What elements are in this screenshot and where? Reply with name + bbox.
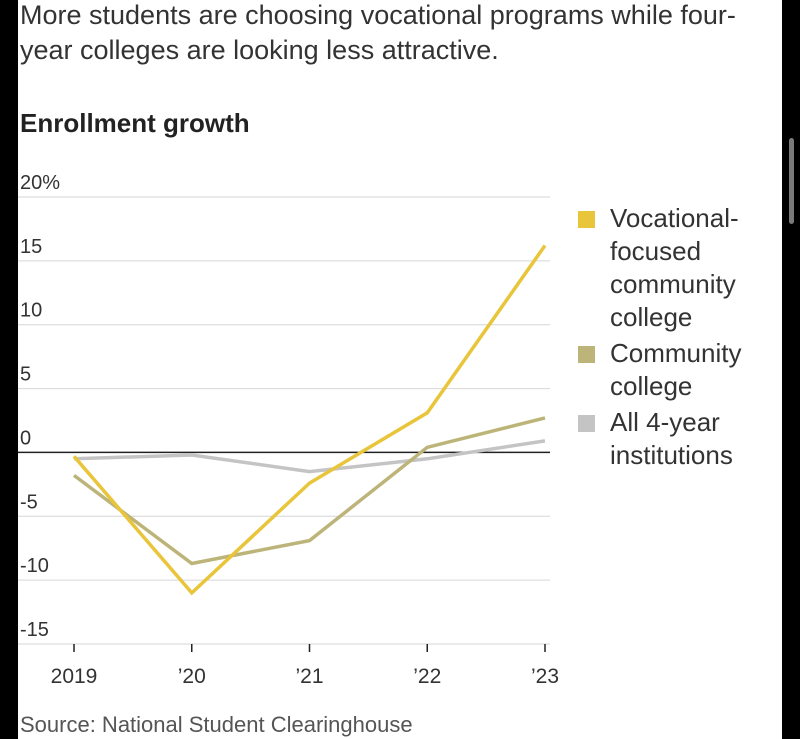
legend-swatch-community-college: [578, 346, 595, 363]
x-tick-label: ’20: [178, 665, 206, 688]
chart-subtitle: More students are choosing vocational pr…: [20, 0, 736, 65]
chart-page: More students are choosing vocational pr…: [18, 0, 782, 739]
y-tick-label: 0: [20, 427, 31, 449]
chart-legend: Vocational-focused community college Com…: [578, 202, 778, 475]
y-tick-label: 10: [20, 300, 42, 322]
legend-swatch-four-year: [578, 415, 595, 432]
series-line-all-4-year-institutions: [73, 439, 546, 474]
y-tick-label: -10: [20, 555, 49, 577]
legend-label-community-college: Community college: [610, 338, 742, 401]
source-note: Source: National Student Clearinghouse: [20, 712, 413, 737]
grid-layer: [18, 196, 550, 645]
y-tick-label: 15: [20, 236, 42, 258]
legend-item-community-college: Community college: [578, 337, 778, 403]
chart-title: Enrollment growth: [20, 108, 250, 138]
y-tick-label: -15: [20, 619, 49, 641]
x-tick-label: ’22: [413, 665, 441, 688]
scrollbar[interactable]: [789, 138, 794, 224]
legend-item-four-year: All 4-year institutions: [578, 406, 778, 472]
x-tick-label: 2019: [51, 665, 98, 688]
series-layer: [72, 244, 547, 596]
series-line-community-college: [72, 416, 546, 566]
legend-label-vocational: Vocational-focused community college: [610, 203, 739, 332]
x-tick-label: ’23: [531, 665, 559, 688]
y-tick-label: 5: [20, 364, 31, 386]
y-tick-label: 20%: [20, 172, 60, 194]
y-tick-label: -5: [20, 491, 38, 513]
series-line-vocational-focused-community-college: [72, 244, 547, 596]
legend-label-four-year: All 4-year institutions: [610, 407, 733, 470]
x-tick-label: ’21: [295, 665, 323, 688]
legend-swatch-vocational: [578, 211, 595, 228]
line-chart: 20% 15 10 5 0 -5 -10 -15 2019 ’20 ’21 ’22 ’23: [18, 172, 559, 688]
legend-item-vocational: Vocational-focused community college: [578, 202, 778, 334]
axis-layer: 20% 15 10 5 0 -5 -10 -15 2019 ’20 ’21 ’22 ’23: [20, 172, 559, 688]
